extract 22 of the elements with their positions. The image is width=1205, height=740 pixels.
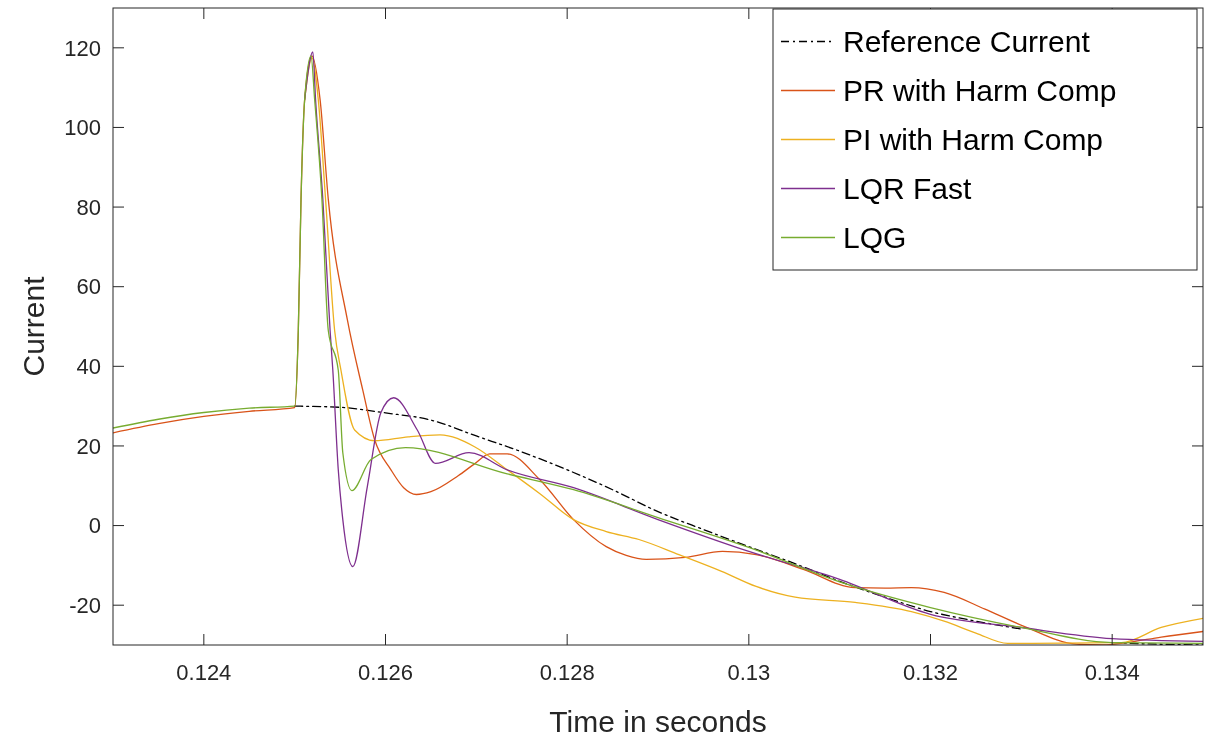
x-tick-label: 0.132 — [902, 660, 959, 685]
y-tick-label: 20 — [76, 433, 101, 459]
y-axis-title: Current — [17, 275, 50, 377]
x-tick-label: 0.134 — [1084, 660, 1140, 685]
y-tick-label: 80 — [76, 194, 101, 220]
y-tick-label: 0 — [88, 513, 101, 539]
x-tick-label: 0.128 — [539, 660, 595, 685]
x-tick-label: 0.124 — [176, 660, 232, 685]
y-tick-label: 60 — [76, 274, 101, 300]
legend-label: PI with Harm Comp — [843, 123, 1104, 156]
x-axis-title: Time in seconds — [549, 705, 767, 738]
legend-label: LQG — [843, 221, 907, 254]
line-series — [113, 55, 1203, 645]
y-tick-label: 100 — [64, 115, 101, 141]
y-tick-label: -20 — [69, 592, 101, 618]
legend-label: LQR Fast — [843, 172, 973, 205]
x-tick-label: 0.13 — [727, 660, 771, 685]
y-tick-label: 120 — [64, 35, 101, 61]
legend-label: Reference Current — [843, 25, 1091, 58]
x-tick-label: 0.126 — [357, 660, 414, 685]
y-tick-label: 40 — [76, 354, 101, 380]
legend-label: PR with Harm Comp — [843, 74, 1117, 107]
